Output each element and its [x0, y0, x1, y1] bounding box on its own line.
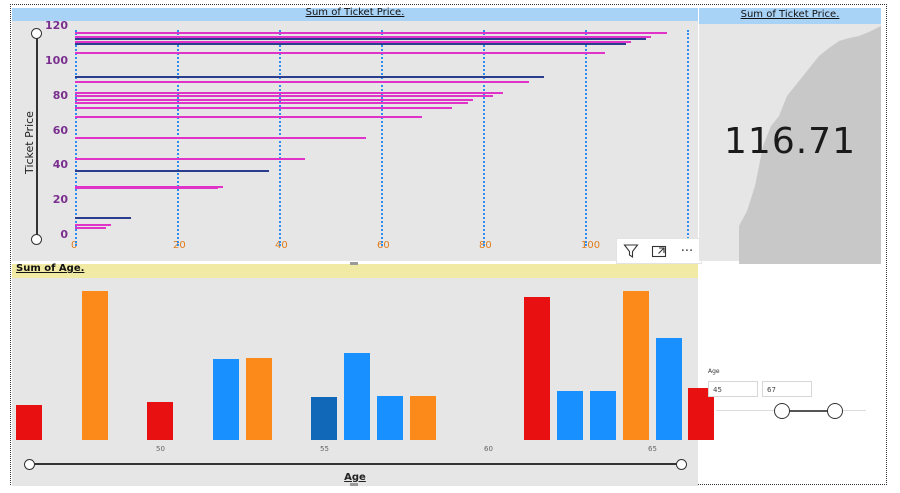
- resize-handle[interactable]: [350, 262, 358, 265]
- bar[interactable]: [75, 41, 631, 44]
- gridline: [687, 30, 689, 246]
- card-value: 116.71: [724, 121, 856, 162]
- focus-mode-icon[interactable]: [645, 239, 673, 263]
- bar[interactable]: [75, 42, 626, 45]
- bar[interactable]: [75, 51, 606, 54]
- bar[interactable]: [655, 338, 682, 440]
- bar[interactable]: [16, 405, 42, 440]
- y-tick-label: 100: [45, 54, 68, 67]
- x-tick-label: 50: [156, 445, 165, 453]
- bar[interactable]: [311, 397, 338, 440]
- bar[interactable]: [344, 353, 370, 440]
- slicer-selected-range: [782, 410, 835, 412]
- filter-icon[interactable]: [617, 239, 645, 263]
- bar[interactable]: [75, 169, 269, 172]
- chart-title: Sum of Ticket Price.: [305, 7, 405, 18]
- slider-left-handle[interactable]: [24, 459, 35, 470]
- bar[interactable]: [75, 102, 468, 105]
- bar[interactable]: [75, 187, 218, 190]
- card-title-bar: Sum of Ticket Price.: [699, 8, 881, 24]
- chart-title-bar: Sum of Age.: [12, 263, 698, 278]
- bar[interactable]: [81, 291, 108, 440]
- y-tick-label: 80: [52, 88, 68, 102]
- chart-title: Sum of Age.: [16, 263, 85, 274]
- x-tick-label: 60: [484, 445, 493, 453]
- bar[interactable]: [557, 391, 584, 440]
- gridline: [585, 30, 587, 246]
- bar[interactable]: [376, 395, 403, 440]
- y-axis-title: Ticket Price: [22, 111, 36, 174]
- bar[interactable]: [75, 107, 453, 110]
- bar[interactable]: [245, 357, 272, 440]
- bar[interactable]: [524, 297, 551, 440]
- y-tick-label: 120: [45, 19, 68, 33]
- bar[interactable]: [75, 81, 529, 84]
- slider-right-handle[interactable]: [676, 459, 687, 470]
- x-tick-label: 60: [377, 240, 390, 251]
- x-axis-title: Age: [344, 472, 366, 483]
- visual-toolbar: ···: [616, 238, 702, 264]
- bar[interactable]: [75, 37, 647, 40]
- vertical-range-slider[interactable]: [36, 32, 38, 238]
- x-tick-label: 20: [173, 240, 186, 251]
- y-tick-label: 0: [60, 228, 68, 241]
- bar[interactable]: [622, 291, 649, 440]
- x-tick-label: 55: [320, 445, 329, 453]
- bar[interactable]: [75, 95, 494, 98]
- slider-bottom-handle[interactable]: [31, 234, 42, 245]
- x-tick-label: 40: [275, 240, 288, 251]
- chart-title-bar: Sum of Ticket Price.: [12, 7, 698, 21]
- bar[interactable]: [75, 157, 305, 160]
- y-tick-label: 40: [52, 158, 68, 172]
- card-sparkline-area: [739, 26, 881, 264]
- bar[interactable]: [75, 91, 504, 94]
- age-bar-chart[interactable]: Sum of Age. 50 55 60 65 Age: [12, 263, 715, 486]
- card-title: Sum of Ticket Price.: [740, 9, 840, 20]
- slicer-max-handle[interactable]: [827, 403, 843, 419]
- bar[interactable]: [75, 216, 132, 219]
- bar[interactable]: [212, 359, 239, 440]
- gridline: [381, 30, 383, 246]
- age-max-input[interactable]: 67: [762, 381, 812, 397]
- ticket-price-bar-chart[interactable]: Sum of Ticket Price. Ticket Price 0 20 40 6…: [12, 7, 698, 261]
- y-tick-label: 20: [52, 193, 68, 207]
- gridline: [483, 30, 485, 246]
- bar[interactable]: [75, 98, 473, 101]
- slicer-title: Age: [708, 368, 720, 375]
- slider-top-handle[interactable]: [31, 28, 42, 39]
- bar[interactable]: [75, 136, 366, 139]
- bar[interactable]: [147, 402, 174, 440]
- x-tick-label: 65: [648, 445, 657, 453]
- bar[interactable]: [75, 223, 111, 226]
- slicer-min-handle[interactable]: [774, 403, 790, 419]
- bar[interactable]: [75, 115, 422, 118]
- age-min-input[interactable]: 45: [708, 381, 758, 397]
- y-tick-label: 60: [52, 123, 68, 137]
- bar[interactable]: [75, 35, 652, 38]
- horizontal-range-slider[interactable]: [28, 463, 681, 465]
- x-tick-label: 80: [479, 240, 492, 251]
- bar[interactable]: [409, 395, 436, 440]
- bar[interactable]: [590, 391, 616, 440]
- bar[interactable]: [75, 227, 106, 230]
- more-options-button[interactable]: ···: [680, 243, 694, 259]
- resize-handle[interactable]: [350, 483, 358, 486]
- ticket-price-card[interactable]: Sum of Ticket Price. 116.71: [699, 8, 881, 264]
- bar[interactable]: [75, 32, 667, 35]
- x-tick-label: 100: [581, 240, 601, 251]
- x-tick-label: 0: [71, 240, 78, 251]
- bar[interactable]: [75, 75, 545, 78]
- bar[interactable]: [75, 185, 223, 188]
